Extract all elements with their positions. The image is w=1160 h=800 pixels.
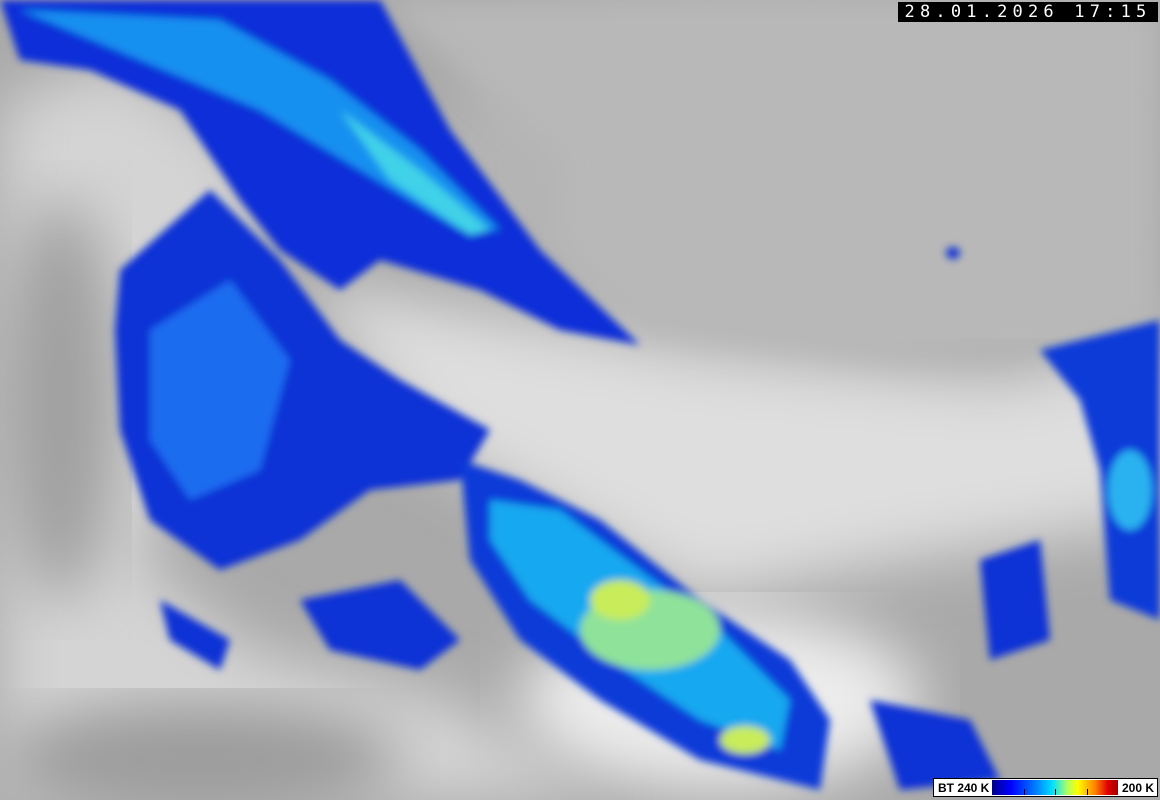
scale-tick	[1055, 789, 1057, 795]
scale-tick	[1086, 789, 1088, 795]
temperature-legend: BT 240 K 200 K	[933, 778, 1158, 797]
color-scale-bar	[992, 780, 1118, 795]
legend-max-label: 200 K	[1121, 780, 1154, 795]
legend-min-label: BT 240 K	[938, 780, 990, 795]
timestamp: 28.01.2026 17:15	[898, 2, 1158, 22]
scale-tick	[1023, 789, 1025, 795]
